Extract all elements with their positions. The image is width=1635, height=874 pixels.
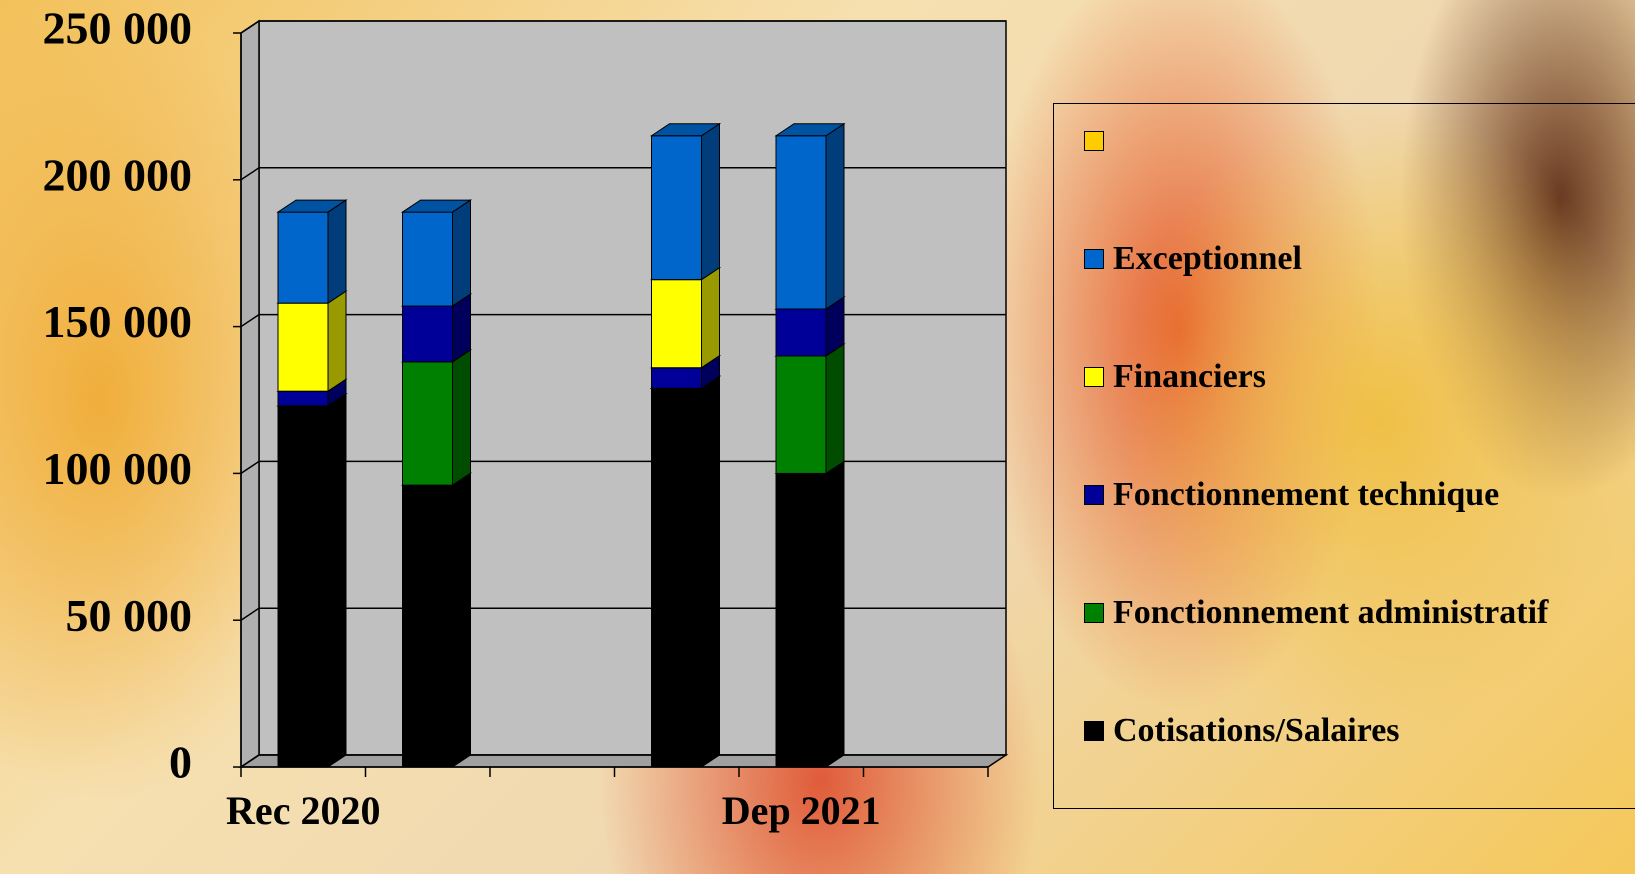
legend-label: Fonctionnement administratif xyxy=(1113,594,1549,631)
y-tick-label: 200 000 xyxy=(43,149,193,200)
bar-top xyxy=(774,123,846,137)
bar-front xyxy=(775,472,827,768)
bar-segment xyxy=(400,199,473,307)
y-tick-label: 250 000 xyxy=(43,3,193,54)
bar-segment xyxy=(276,392,348,768)
legend-entry: Fonctionnement administratif xyxy=(1084,591,1554,635)
bar-front xyxy=(651,367,702,389)
bar-side xyxy=(452,348,471,487)
bar-segment xyxy=(774,122,846,310)
grid-line xyxy=(240,20,1006,34)
legend-entry: Cotisations/Salaires xyxy=(1084,709,1554,753)
legend-label: Cotisations/Salaires xyxy=(1113,712,1400,749)
bar-top xyxy=(649,123,722,137)
legend-swatch xyxy=(1084,367,1104,387)
legend-entry: Exceptionnel xyxy=(1084,237,1554,281)
bar-segment xyxy=(774,460,846,768)
bar-side xyxy=(825,122,845,310)
bar-front xyxy=(775,308,827,357)
bar-segment xyxy=(774,343,846,475)
side-wall xyxy=(240,19,260,769)
bar-segment xyxy=(400,348,473,487)
y-tick-label: 50 000 xyxy=(66,590,193,641)
bar-front xyxy=(277,405,329,768)
legend-entry: Fonctionnement technique xyxy=(1084,473,1554,517)
bar-top xyxy=(400,199,473,213)
legend-swatch xyxy=(1084,603,1104,623)
bar-segment xyxy=(400,472,473,768)
bar-front xyxy=(277,211,329,304)
back-wall xyxy=(258,20,1007,756)
x-tick-label: Rec 2020 xyxy=(226,788,380,833)
floor xyxy=(238,754,1009,768)
grid-line xyxy=(240,754,1006,768)
legend-swatch xyxy=(1084,249,1104,269)
bar-segment xyxy=(649,122,722,281)
bar-top xyxy=(276,199,348,213)
bar-segment xyxy=(649,266,722,369)
y-tick-label: 100 000 xyxy=(43,443,193,494)
bar-front xyxy=(402,305,453,363)
bar-front xyxy=(277,390,329,407)
bar-front xyxy=(651,387,702,768)
bar-front xyxy=(402,361,453,486)
bar-side xyxy=(825,460,845,768)
bar-side xyxy=(701,266,720,369)
legend-label: Fonctionnement technique xyxy=(1113,476,1500,513)
bar-side xyxy=(327,199,347,305)
bar-side xyxy=(452,472,471,768)
bar-side xyxy=(701,122,720,281)
bar-front xyxy=(277,302,329,392)
bar-side xyxy=(701,375,720,768)
bar-front xyxy=(775,355,827,474)
bar-side xyxy=(327,392,347,768)
legend-swatch xyxy=(1084,131,1104,151)
legend-swatch xyxy=(1084,721,1104,741)
bar-segment xyxy=(649,375,722,768)
legend-entry: Financiers xyxy=(1084,355,1554,399)
bar-front xyxy=(775,135,827,310)
bar-segment xyxy=(276,290,348,393)
legend-label: Exceptionnel xyxy=(1113,240,1302,277)
legend-label: Financiers xyxy=(1113,358,1266,395)
grid-line xyxy=(240,313,1006,328)
bar-side xyxy=(452,199,471,307)
bar-side xyxy=(327,290,347,393)
bar-front xyxy=(651,279,702,369)
grid-line xyxy=(240,167,1006,181)
bar-front xyxy=(651,135,702,281)
bar-side xyxy=(825,343,845,475)
grid-line xyxy=(240,607,1006,621)
legend: Exceptionnel Financiers Fonctionnement tec… xyxy=(1053,103,1635,809)
y-tick-label: 150 000 xyxy=(43,296,193,347)
legend-swatch xyxy=(1084,485,1104,505)
bar-front xyxy=(402,211,453,307)
y-tick-label: 0 xyxy=(169,737,192,788)
x-tick-label: Dep 2021 xyxy=(722,788,881,833)
bar-segment xyxy=(276,199,348,305)
grid-line xyxy=(240,460,1006,475)
bar-front xyxy=(402,484,453,768)
